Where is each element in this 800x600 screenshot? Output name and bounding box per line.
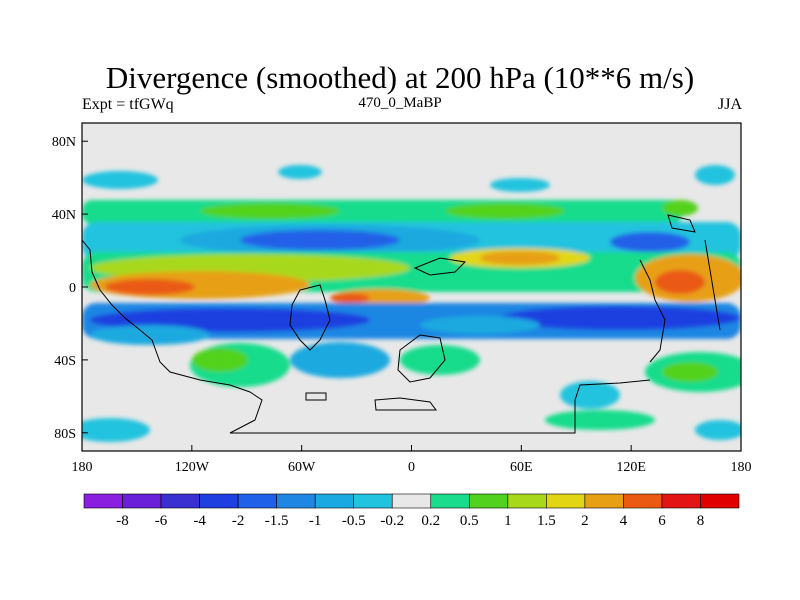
colorbar-swatch bbox=[430, 493, 470, 509]
x-tick-label: 120E bbox=[616, 460, 646, 475]
colorbar: -8 -6 -4 -2 -1.5 -1 -0.5 -0.2 0.2 0.5 1 1.5 2 4 6 8 bbox=[83, 493, 740, 529]
contour-band bbox=[82, 200, 682, 224]
colorbar-label: 1 bbox=[504, 513, 512, 529]
y-tick-label: 80N bbox=[52, 135, 76, 150]
colorbar-label: 2 bbox=[581, 513, 589, 529]
coastline bbox=[289, 284, 331, 351]
x-tick-label: 0 bbox=[408, 460, 415, 475]
colorbar-swatch bbox=[160, 493, 200, 509]
contour-cell bbox=[192, 348, 248, 372]
colorbar-label: -2 bbox=[232, 513, 245, 529]
colorbar-swatch bbox=[314, 493, 355, 509]
colorbar-label: 0.5 bbox=[460, 513, 479, 529]
colorbar-swatch bbox=[237, 493, 277, 509]
colorbar-swatch bbox=[122, 493, 162, 509]
coastline bbox=[667, 214, 696, 233]
season-label: JJA bbox=[717, 96, 742, 113]
colorbar-label: 8 bbox=[697, 513, 705, 529]
colorbar-swatch bbox=[507, 493, 547, 509]
colorbar-label: 1.5 bbox=[537, 513, 556, 529]
contour-cell bbox=[445, 203, 565, 219]
field-layer bbox=[82, 165, 741, 442]
x-tick-label: 60W bbox=[288, 460, 316, 475]
contour-cell bbox=[490, 178, 550, 192]
contour-cell bbox=[655, 270, 705, 294]
y-axis: 80N 40N 0 40S 80S bbox=[52, 135, 88, 442]
colorbar-label: -0.5 bbox=[342, 513, 366, 529]
contour-cell bbox=[278, 165, 322, 179]
coastline bbox=[397, 334, 446, 383]
y-tick-label: 80S bbox=[54, 427, 76, 442]
contour-cell bbox=[290, 342, 390, 378]
colorbar-label: -1.5 bbox=[265, 513, 289, 529]
colorbar-swatch bbox=[391, 493, 432, 509]
contour-cell bbox=[82, 171, 158, 189]
colorbar-label: 0.2 bbox=[421, 513, 440, 529]
colorbar-swatch bbox=[546, 493, 586, 509]
colorbar-label: 6 bbox=[658, 513, 666, 529]
colorbar-swatch bbox=[661, 493, 701, 509]
x-tick-label: 180 bbox=[731, 460, 752, 475]
coastline bbox=[704, 239, 721, 331]
contour-cell bbox=[610, 232, 690, 252]
colorbar-label: -1 bbox=[309, 513, 322, 529]
colorbar-label: -8 bbox=[116, 513, 129, 529]
contour-cell bbox=[105, 279, 195, 295]
coastlines bbox=[82, 214, 721, 434]
chart-title: Divergence (smoothed) at 200 hPa (10**6 … bbox=[105, 60, 695, 95]
y-tick-label: 40S bbox=[54, 354, 76, 369]
colorbar-label: -0.2 bbox=[380, 513, 404, 529]
colorbar-swatch bbox=[353, 493, 393, 509]
contour-cell bbox=[545, 410, 655, 430]
colorbar-swatch bbox=[700, 493, 740, 509]
coastline bbox=[82, 239, 263, 434]
coastline bbox=[374, 397, 437, 411]
colorbar-swatch bbox=[468, 493, 509, 509]
y-tick-label: 40N bbox=[52, 208, 76, 223]
colorbar-label: -4 bbox=[193, 513, 206, 529]
contour-cell bbox=[500, 306, 740, 330]
contour-cell bbox=[240, 230, 400, 250]
contour-cell bbox=[480, 251, 560, 265]
coastline bbox=[639, 259, 666, 363]
colorbar-swatch bbox=[276, 493, 316, 509]
colorbar-swatch bbox=[623, 493, 663, 509]
contour-cell bbox=[420, 316, 540, 334]
y-tick-label: 0 bbox=[69, 281, 76, 296]
colorbar-label: -6 bbox=[155, 513, 168, 529]
experiment-label: Expt = tfGWq bbox=[82, 96, 174, 113]
contour-cell bbox=[560, 381, 620, 409]
contour-cell bbox=[662, 200, 698, 216]
contour-cell bbox=[400, 345, 480, 375]
coastline bbox=[230, 379, 651, 434]
x-tick-label: 60E bbox=[510, 460, 533, 475]
contour-cell bbox=[82, 418, 150, 442]
colorbar-swatch bbox=[83, 493, 123, 509]
contour-cell bbox=[695, 165, 735, 185]
coastline bbox=[413, 257, 467, 276]
coastline bbox=[305, 392, 327, 401]
x-axis: 180 120W 60W 0 60E 120E 180 bbox=[72, 445, 752, 475]
x-tick-label: 120W bbox=[175, 460, 210, 475]
contour-cell bbox=[200, 203, 340, 219]
contour-cell bbox=[695, 420, 741, 440]
colorbar-swatch bbox=[584, 493, 624, 509]
contour-cell bbox=[330, 293, 370, 303]
x-tick-label: 180 bbox=[72, 460, 93, 475]
case-label: 470_0_MaBP bbox=[358, 95, 442, 111]
colorbar-swatch bbox=[199, 493, 239, 509]
contour-cell bbox=[90, 325, 210, 345]
contour-cell bbox=[662, 362, 718, 382]
colorbar-label: 4 bbox=[620, 513, 628, 529]
